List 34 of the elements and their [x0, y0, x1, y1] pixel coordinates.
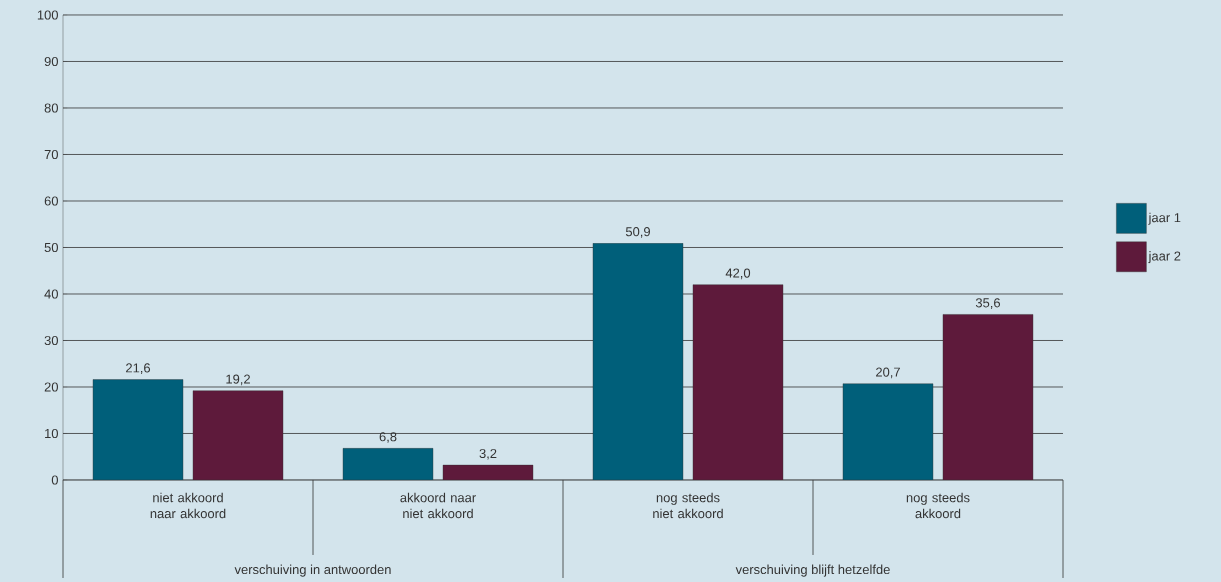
bar	[842, 383, 934, 480]
y-tick-label: 90	[44, 56, 58, 67]
legend-label: jaar 2	[1148, 251, 1181, 264]
data-label: 19,2	[226, 374, 250, 386]
y-tick-label: 10	[45, 428, 58, 439]
bar	[693, 284, 783, 480]
data-label: 42,0	[725, 268, 751, 280]
data-label: 50,9	[625, 227, 650, 238]
y-tick-label: 40	[44, 289, 58, 299]
legend-label: jaar 1	[1148, 212, 1181, 225]
text: verschuiving in antwoorden	[234, 564, 391, 577]
x-tick-label: nog steeds akkoord	[906, 492, 970, 519]
data-label: 3,2	[479, 448, 497, 460]
x-tick-label: akkoord naar niet akkoord	[400, 492, 476, 519]
y-tick-label: 30	[44, 335, 58, 346]
y-tick-label: 80	[44, 103, 58, 113]
bar	[343, 448, 433, 480]
y-tick-label: 20	[44, 382, 58, 392]
y-tick-label: 0	[51, 475, 58, 485]
x-tick-label: nog steeds niet akkoord	[653, 492, 723, 519]
y-tick-label: 50	[44, 242, 58, 253]
bar	[942, 314, 1034, 480]
bar	[593, 243, 683, 480]
x-tick-label: niet akkoord naar akkoord	[150, 492, 226, 519]
y-tick-label: 100	[37, 10, 58, 20]
bar	[93, 379, 184, 480]
data-label: 20,7	[876, 367, 900, 379]
data-label: 35,6	[975, 298, 1001, 309]
bar	[193, 390, 284, 480]
y-tick-label: 70	[44, 149, 58, 160]
data-label: 6,8	[379, 432, 397, 443]
data-label: 21,6	[126, 363, 151, 375]
y-tick-label: 60	[44, 196, 58, 206]
text: verschuiving blijft hetzelfde	[735, 564, 890, 577]
